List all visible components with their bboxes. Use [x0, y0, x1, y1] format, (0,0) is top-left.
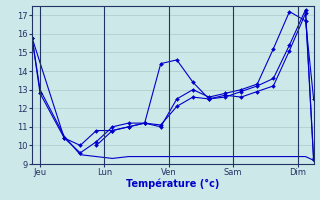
X-axis label: Température (°c): Température (°c)	[126, 179, 220, 189]
